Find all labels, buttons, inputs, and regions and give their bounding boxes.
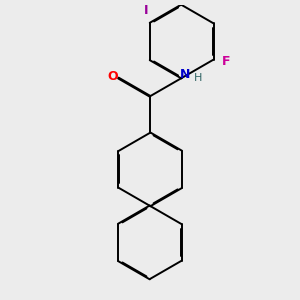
Text: H: H — [194, 73, 202, 83]
Text: N: N — [180, 68, 190, 81]
Text: I: I — [144, 4, 148, 17]
Text: O: O — [108, 70, 118, 83]
Text: F: F — [222, 55, 230, 68]
